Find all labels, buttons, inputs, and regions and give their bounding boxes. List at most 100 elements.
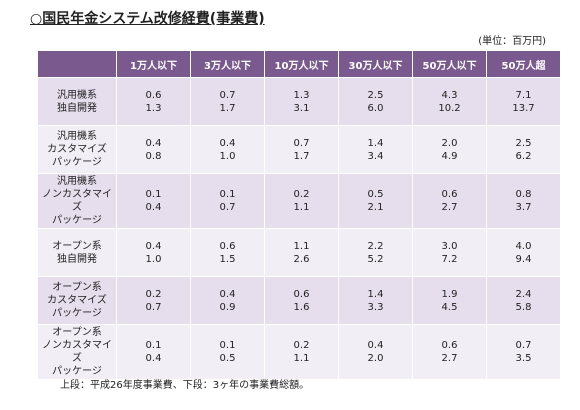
total-value: 1.0 — [219, 150, 236, 162]
total-value: 6.2 — [515, 150, 532, 162]
row-label-line: 独自開発 — [57, 253, 97, 265]
annual-value: 1.4 — [367, 137, 384, 149]
value-cell: 0.5 2.1 — [339, 174, 412, 228]
value-cell: 0.1 0.4 — [117, 325, 190, 379]
annual-value: 0.6 — [293, 288, 310, 300]
annual-value: 0.4 — [219, 288, 236, 300]
annual-value: 3.0 — [441, 240, 458, 252]
annual-value: 0.2 — [293, 189, 310, 200]
total-value: 10.2 — [438, 102, 461, 114]
table-row: 汎用機系 ノンカスタマイズ パッケージ 0.1 0.4 0.1 0.7 0.2 1.1 0.5 2.… — [38, 174, 560, 228]
total-value: 4.9 — [441, 150, 458, 162]
header-blank — [38, 51, 116, 77]
total-value: 9.4 — [515, 253, 532, 265]
value-cell: 0.4 1.0 — [117, 229, 190, 276]
value-cell: 0.6 2.7 — [413, 325, 486, 379]
row-label-line: ノンカスタマイズ — [42, 189, 112, 213]
value-cell: 1.9 4.5 — [413, 277, 486, 324]
total-value: 3.5 — [515, 353, 532, 364]
annual-value: 0.4 — [367, 340, 384, 351]
total-value: 3.1 — [293, 102, 310, 114]
value-cell: 2.5 6.2 — [487, 126, 560, 173]
value-cell: 0.4 1.0 — [191, 126, 264, 173]
value-cell: 2.0 4.9 — [413, 126, 486, 173]
total-value: 2.7 — [441, 202, 458, 213]
value-cell: 4.0 9.4 — [487, 229, 560, 276]
value-cell: 7.1 13.7 — [487, 78, 560, 125]
total-value: 0.9 — [219, 301, 236, 313]
value-cell: 0.2 0.7 — [117, 277, 190, 324]
row-label-line: パッケージ — [52, 215, 102, 226]
annual-value: 0.4 — [219, 137, 236, 149]
value-cell: 0.6 1.6 — [265, 277, 338, 324]
table-row: オープン系 独自開発 0.4 1.0 0.6 1.5 1.1 2.6 2.2 5.2 3.0 7.2 4… — [38, 229, 560, 276]
total-value: 5.8 — [515, 301, 532, 313]
table-row: 汎用機系 カスタマイズ パッケージ 0.4 0.8 0.4 1.0 0.7 1.7 1.4 3.4 2… — [38, 126, 560, 173]
total-value: 0.4 — [145, 353, 162, 364]
value-cell: 0.6 2.7 — [413, 174, 486, 228]
total-value: 1.6 — [293, 301, 310, 313]
row-label-line: パッケージ — [52, 366, 102, 377]
annual-value: 0.1 — [145, 340, 162, 351]
value-cell: 0.8 3.7 — [487, 174, 560, 228]
value-cell: 1.3 3.1 — [265, 78, 338, 125]
total-value: 0.8 — [145, 150, 162, 162]
row-label-line: オープン系 — [52, 327, 102, 338]
annual-value: 1.4 — [367, 288, 384, 300]
annual-value: 0.7 — [293, 137, 310, 149]
row-label: 汎用機系 カスタマイズ パッケージ — [38, 126, 116, 173]
total-value: 2.1 — [367, 202, 384, 213]
title: ○国民年金システム改修経費(事業費) — [30, 11, 265, 27]
row-label-line: カスタマイズ — [47, 144, 107, 155]
value-cell: 4.3 10.2 — [413, 78, 486, 125]
row-label: 汎用機系 独自開発 — [38, 78, 116, 125]
annual-value: 2.2 — [367, 240, 384, 252]
annual-value: 0.5 — [367, 189, 384, 200]
column-header: 10万人以下 — [265, 51, 338, 77]
value-cell: 0.1 0.4 — [117, 174, 190, 228]
total-value: 0.7 — [145, 301, 162, 313]
value-cell: 0.2 1.1 — [265, 174, 338, 228]
value-cell: 0.4 2.0 — [339, 325, 412, 379]
value-cell: 2.5 6.0 — [339, 78, 412, 125]
row-label-line: パッケージ — [52, 308, 102, 319]
total-value: 3.4 — [367, 150, 384, 162]
annual-value: 0.7 — [515, 340, 532, 351]
annual-value: 0.4 — [145, 240, 162, 252]
row-label-line: オープン系 — [52, 240, 102, 252]
row-label-line: ノンカスタマイズ — [42, 340, 112, 364]
total-value: 6.0 — [367, 102, 384, 114]
annual-value: 0.2 — [293, 340, 310, 351]
annual-value: 4.3 — [441, 89, 458, 101]
row-label: オープン系 カスタマイズ パッケージ — [38, 277, 116, 324]
value-cell: 0.4 0.9 — [191, 277, 264, 324]
total-value: 1.1 — [293, 202, 310, 213]
value-cell: 0.7 1.7 — [191, 78, 264, 125]
annual-value: 2.5 — [367, 89, 384, 101]
row-label: オープン系ノンカスタマイズパッケージ — [38, 325, 116, 379]
annual-value: 0.6 — [441, 189, 458, 200]
annual-value: 0.1 — [145, 189, 162, 200]
footnote: 上段：平成26年度事業費、下段：3ヶ年の事業費総額。 — [60, 380, 310, 391]
annual-value: 7.1 — [515, 89, 532, 101]
row-label-line: 汎用機系 — [57, 131, 97, 142]
annual-value: 0.1 — [219, 340, 236, 351]
row-label-line: 汎用機系 — [57, 89, 97, 101]
annual-value: 1.3 — [293, 89, 310, 101]
annual-value: 2.0 — [441, 137, 458, 149]
total-value: 0.5 — [219, 353, 236, 364]
column-header: 50万人超 — [487, 51, 560, 77]
row-label: オープン系 独自開発 — [38, 229, 116, 276]
annual-value: 0.6 — [145, 89, 162, 101]
value-cell: 0.7 1.7 — [265, 126, 338, 173]
total-value: 2.6 — [293, 253, 310, 265]
row-label-line: 独自開発 — [57, 102, 97, 114]
column-header: 3万人以下 — [191, 51, 264, 77]
row-label: 汎用機系 ノンカスタマイズ パッケージ — [38, 174, 116, 228]
total-value: 4.5 — [441, 301, 458, 313]
value-cell: 3.0 7.2 — [413, 229, 486, 276]
total-value: 2.7 — [441, 353, 458, 364]
annual-value: 1.1 — [293, 240, 310, 252]
total-value: 1.7 — [293, 150, 310, 162]
